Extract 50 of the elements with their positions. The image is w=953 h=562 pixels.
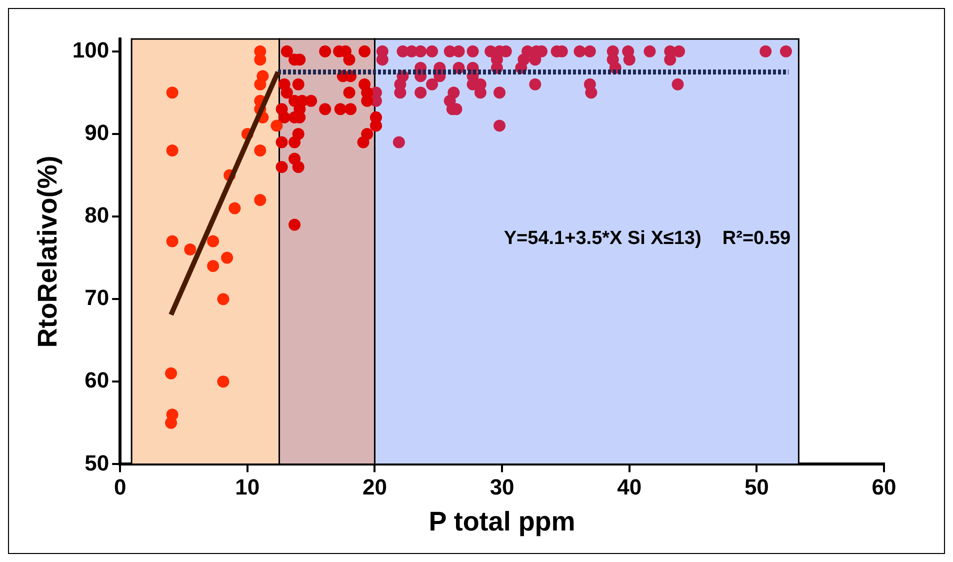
point bbox=[343, 54, 356, 66]
point bbox=[357, 136, 370, 148]
y-tick-label: 50 bbox=[84, 450, 110, 476]
point bbox=[292, 78, 304, 90]
y-tick-label: 70 bbox=[84, 285, 110, 310]
point bbox=[280, 86, 293, 99]
point bbox=[276, 136, 288, 148]
point bbox=[288, 136, 301, 148]
point bbox=[228, 202, 241, 214]
y-tick-label: 80 bbox=[84, 202, 110, 228]
point bbox=[254, 144, 266, 156]
point bbox=[305, 94, 318, 107]
x-tick-label: 20 bbox=[362, 474, 387, 500]
x-tick-label: 30 bbox=[490, 474, 514, 500]
point bbox=[165, 416, 178, 429]
point bbox=[278, 111, 290, 124]
point bbox=[184, 244, 196, 256]
point bbox=[280, 45, 293, 58]
point bbox=[221, 252, 234, 264]
y-tick-label: 90 bbox=[84, 120, 110, 146]
point bbox=[217, 376, 230, 388]
x-tick-label: 60 bbox=[872, 474, 896, 500]
x-tick-label: 0 bbox=[114, 474, 126, 500]
x-axis-title: P total ppm bbox=[428, 506, 576, 536]
point bbox=[276, 160, 288, 173]
point bbox=[254, 78, 266, 90]
y-axis-title: RtoRelativo(%) bbox=[32, 156, 63, 348]
point bbox=[217, 293, 230, 306]
point bbox=[166, 235, 178, 248]
point bbox=[166, 86, 178, 99]
y-tick-label: 100 bbox=[72, 37, 110, 62]
point bbox=[288, 218, 301, 231]
x-tick-label: 40 bbox=[617, 474, 642, 500]
point bbox=[292, 160, 304, 173]
y-tick-label: 60 bbox=[84, 368, 110, 393]
x-tick-label: 10 bbox=[235, 474, 260, 500]
point bbox=[319, 103, 332, 116]
point bbox=[166, 144, 178, 156]
point bbox=[207, 260, 220, 272]
annotation: Y=54.1+3.5*X Si X≤13) R²=0.59 bbox=[504, 228, 791, 250]
point bbox=[270, 120, 283, 132]
point bbox=[334, 103, 346, 116]
point bbox=[343, 86, 356, 99]
point bbox=[319, 45, 332, 58]
x-tick-label: 50 bbox=[744, 474, 769, 500]
point bbox=[207, 235, 220, 248]
point bbox=[344, 103, 357, 116]
point bbox=[254, 194, 266, 206]
point bbox=[358, 45, 371, 58]
point bbox=[165, 367, 178, 380]
